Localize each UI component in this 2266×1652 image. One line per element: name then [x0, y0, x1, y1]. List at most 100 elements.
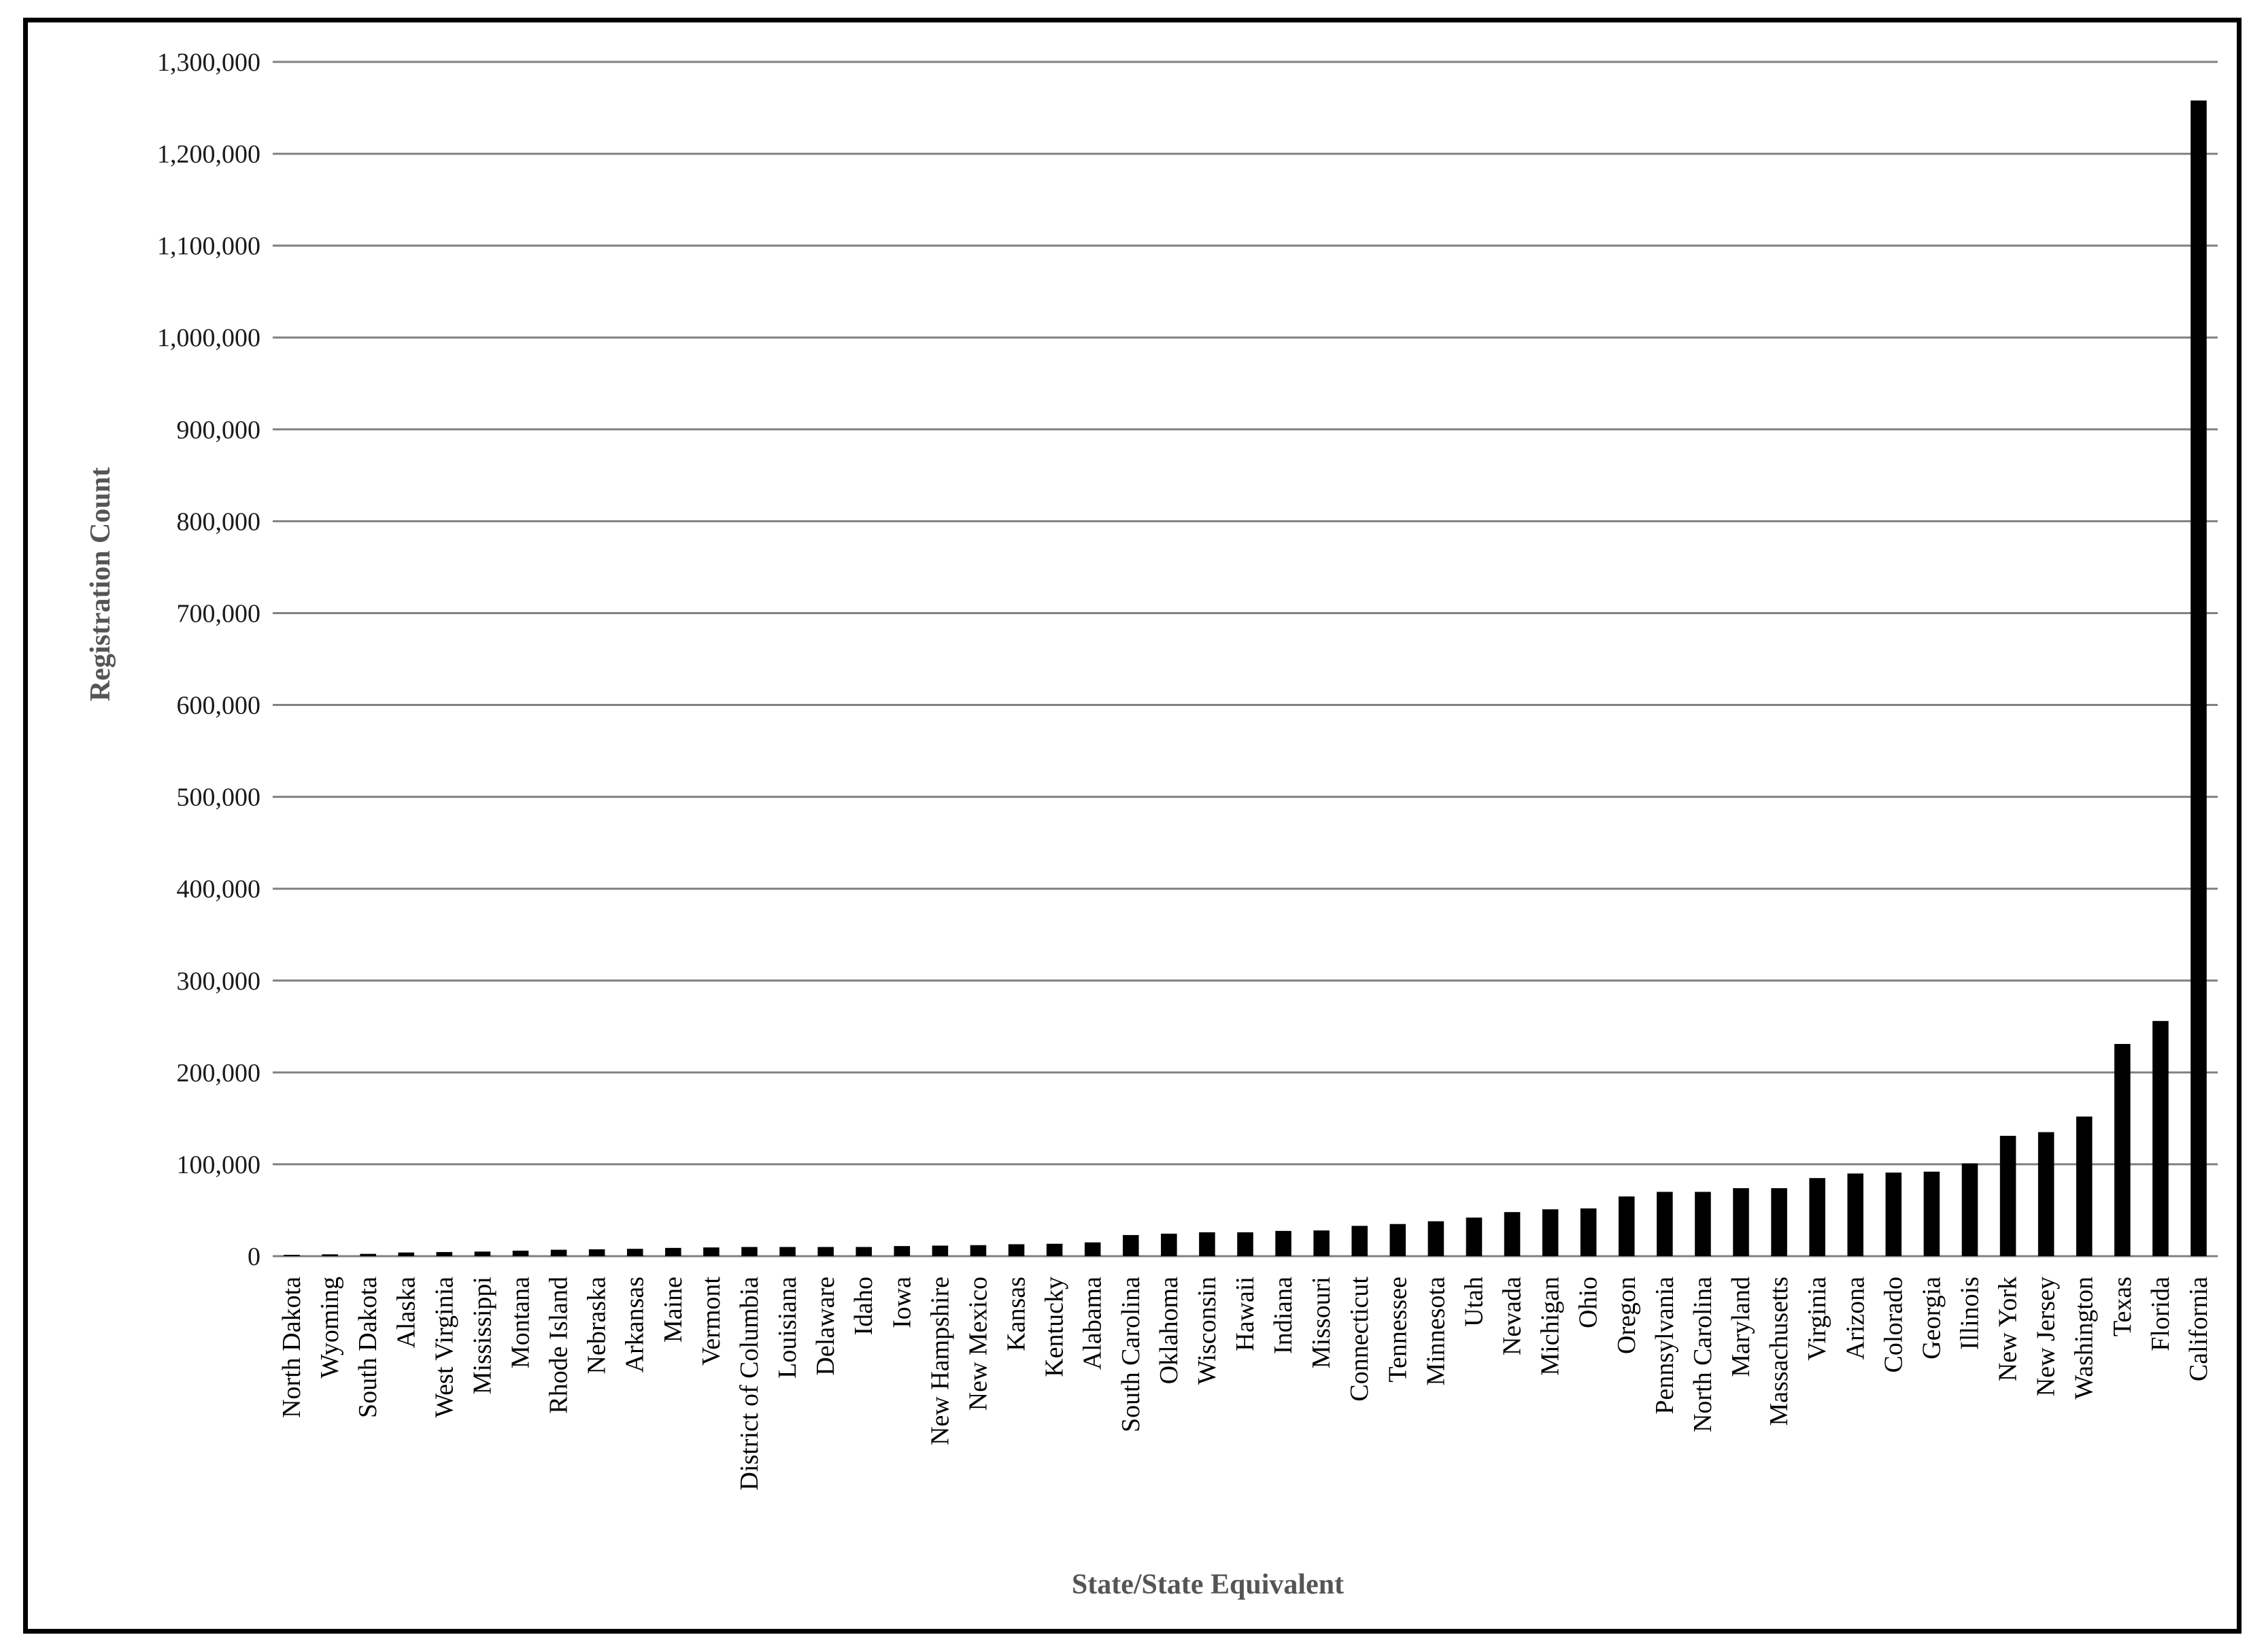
x-category-label: California: [2184, 1277, 2213, 1381]
x-category-label: North Dakota: [277, 1277, 306, 1418]
x-category-label: Washington: [2070, 1277, 2099, 1400]
bar-alabama: [1084, 1242, 1101, 1256]
bar-missouri: [1313, 1230, 1330, 1256]
bar-michigan: [1542, 1209, 1559, 1256]
bar-maryland: [1733, 1188, 1749, 1256]
y-axis-tick-labels: 0 100,000 200,000 300,000 400,000 500,000 600,…: [157, 48, 260, 1271]
x-category-label: Colorado: [1879, 1277, 1908, 1372]
x-category-label: Vermont: [697, 1277, 726, 1366]
bar-oregon: [1619, 1196, 1635, 1256]
x-category-label: Louisiana: [773, 1277, 802, 1379]
bar-west-virginia: [436, 1251, 453, 1256]
bar-utah: [1466, 1217, 1483, 1256]
x-category-label: Hawaii: [1231, 1277, 1259, 1351]
y-tick-label: 1,200,000: [157, 140, 260, 169]
bar-nevada: [1504, 1212, 1521, 1256]
y-tick-label: 400,000: [177, 875, 261, 904]
bar-new-jersey: [2037, 1132, 2054, 1256]
x-category-label: Texas: [2108, 1277, 2137, 1336]
bar-arkansas: [626, 1249, 643, 1256]
y-tick-label: 300,000: [177, 967, 261, 996]
bar-wyoming: [322, 1254, 338, 1256]
x-category-label: Florida: [2146, 1277, 2175, 1351]
bar-south-carolina: [1122, 1234, 1139, 1256]
y-tick-label: 900,000: [177, 416, 261, 444]
bar-rhode-island: [550, 1249, 567, 1256]
x-category-label: Michigan: [1536, 1277, 1565, 1376]
y-tick-label: 700,000: [177, 599, 261, 628]
bar-virginia: [1809, 1178, 1825, 1256]
bar-massachusetts: [1771, 1188, 1787, 1256]
x-category-label: New York: [1994, 1277, 2023, 1381]
bar-kansas: [1008, 1244, 1025, 1256]
y-axis-title: Registration Count: [85, 467, 116, 701]
bar-chart: 0 100,000 200,000 300,000 400,000 500,000 600,…: [85, 48, 2218, 1600]
bar-vermont: [703, 1247, 720, 1256]
x-category-label: New Mexico: [964, 1277, 992, 1411]
bar-arizona: [1847, 1173, 1864, 1256]
x-category-label: Alaska: [392, 1277, 420, 1349]
bar-washington: [2076, 1116, 2093, 1256]
x-category-label: Kentucky: [1041, 1277, 1069, 1377]
x-category-label: Oklahoma: [1155, 1277, 1183, 1384]
x-category-label: Minnesota: [1421, 1277, 1450, 1386]
x-category-label: Rhode Island: [545, 1277, 573, 1414]
x-category-label: West Virginia: [430, 1277, 458, 1418]
bar-mississippi: [474, 1251, 491, 1256]
x-category-label: Maine: [659, 1277, 688, 1343]
y-tick-label: 1,000,000: [157, 324, 260, 352]
x-category-label: Nebraska: [583, 1277, 611, 1375]
x-category-label: Oregon: [1612, 1277, 1641, 1354]
x-category-label: Iowa: [887, 1277, 916, 1328]
bar-delaware: [817, 1247, 834, 1256]
x-category-label: Arkansas: [621, 1277, 649, 1372]
bar-florida: [2152, 1021, 2169, 1256]
y-tick-label: 600,000: [177, 692, 261, 720]
x-category-label: Tennessee: [1383, 1277, 1412, 1383]
bar-georgia: [1923, 1171, 1940, 1256]
bar-south-dakota: [360, 1253, 376, 1256]
bar-ohio: [1580, 1208, 1597, 1256]
bar-new-mexico: [970, 1245, 987, 1256]
x-category-label: South Dakota: [354, 1277, 382, 1418]
y-tick-label: 0: [248, 1243, 260, 1271]
bar-iowa: [894, 1246, 911, 1256]
x-category-label: Arizona: [1841, 1277, 1870, 1360]
bar-minnesota: [1427, 1221, 1444, 1256]
bar-montana: [512, 1250, 529, 1256]
x-category-label: Idaho: [849, 1277, 878, 1336]
bars: [284, 100, 2207, 1256]
x-category-label: New Jersey: [2032, 1277, 2061, 1396]
x-category-label: Wisconsin: [1193, 1277, 1221, 1385]
x-category-label: Montana: [507, 1277, 535, 1368]
bar-district-of-columbia: [741, 1247, 758, 1256]
x-category-label: Utah: [1459, 1277, 1488, 1327]
x-category-label: Delaware: [811, 1277, 840, 1376]
x-axis-title: State/State Equivalent: [1072, 1569, 1344, 1600]
bar-california: [2191, 100, 2207, 1256]
y-tick-label: 1,100,000: [157, 232, 260, 260]
x-category-label: North Carolina: [1689, 1277, 1717, 1432]
x-category-label: South Carolina: [1117, 1277, 1145, 1432]
bar-oklahoma: [1161, 1233, 1177, 1256]
y-tick-label: 800,000: [177, 507, 261, 536]
bar-maine: [665, 1247, 681, 1256]
y-tick-label: 1,300,000: [157, 48, 260, 77]
bar-north-carolina: [1695, 1192, 1711, 1256]
bar-tennessee: [1389, 1224, 1406, 1256]
x-category-label: District of Columbia: [735, 1277, 764, 1491]
x-category-label: Nevada: [1498, 1277, 1527, 1355]
bar-north-dakota: [284, 1254, 300, 1256]
x-category-label: Kansas: [1002, 1277, 1031, 1351]
x-category-label: Virginia: [1803, 1277, 1831, 1361]
y-tick-label: 500,000: [177, 783, 261, 812]
x-category-label: Alabama: [1079, 1277, 1107, 1370]
x-category-label: Mississippi: [468, 1277, 496, 1394]
gridlines: [273, 61, 2218, 1258]
bar-connecticut: [1351, 1226, 1368, 1256]
bar-nebraska: [588, 1249, 605, 1256]
bar-new-hampshire: [932, 1245, 949, 1256]
x-category-label: Wyoming: [316, 1277, 344, 1379]
x-category-label: Georgia: [1917, 1277, 1946, 1360]
bar-idaho: [856, 1247, 872, 1256]
